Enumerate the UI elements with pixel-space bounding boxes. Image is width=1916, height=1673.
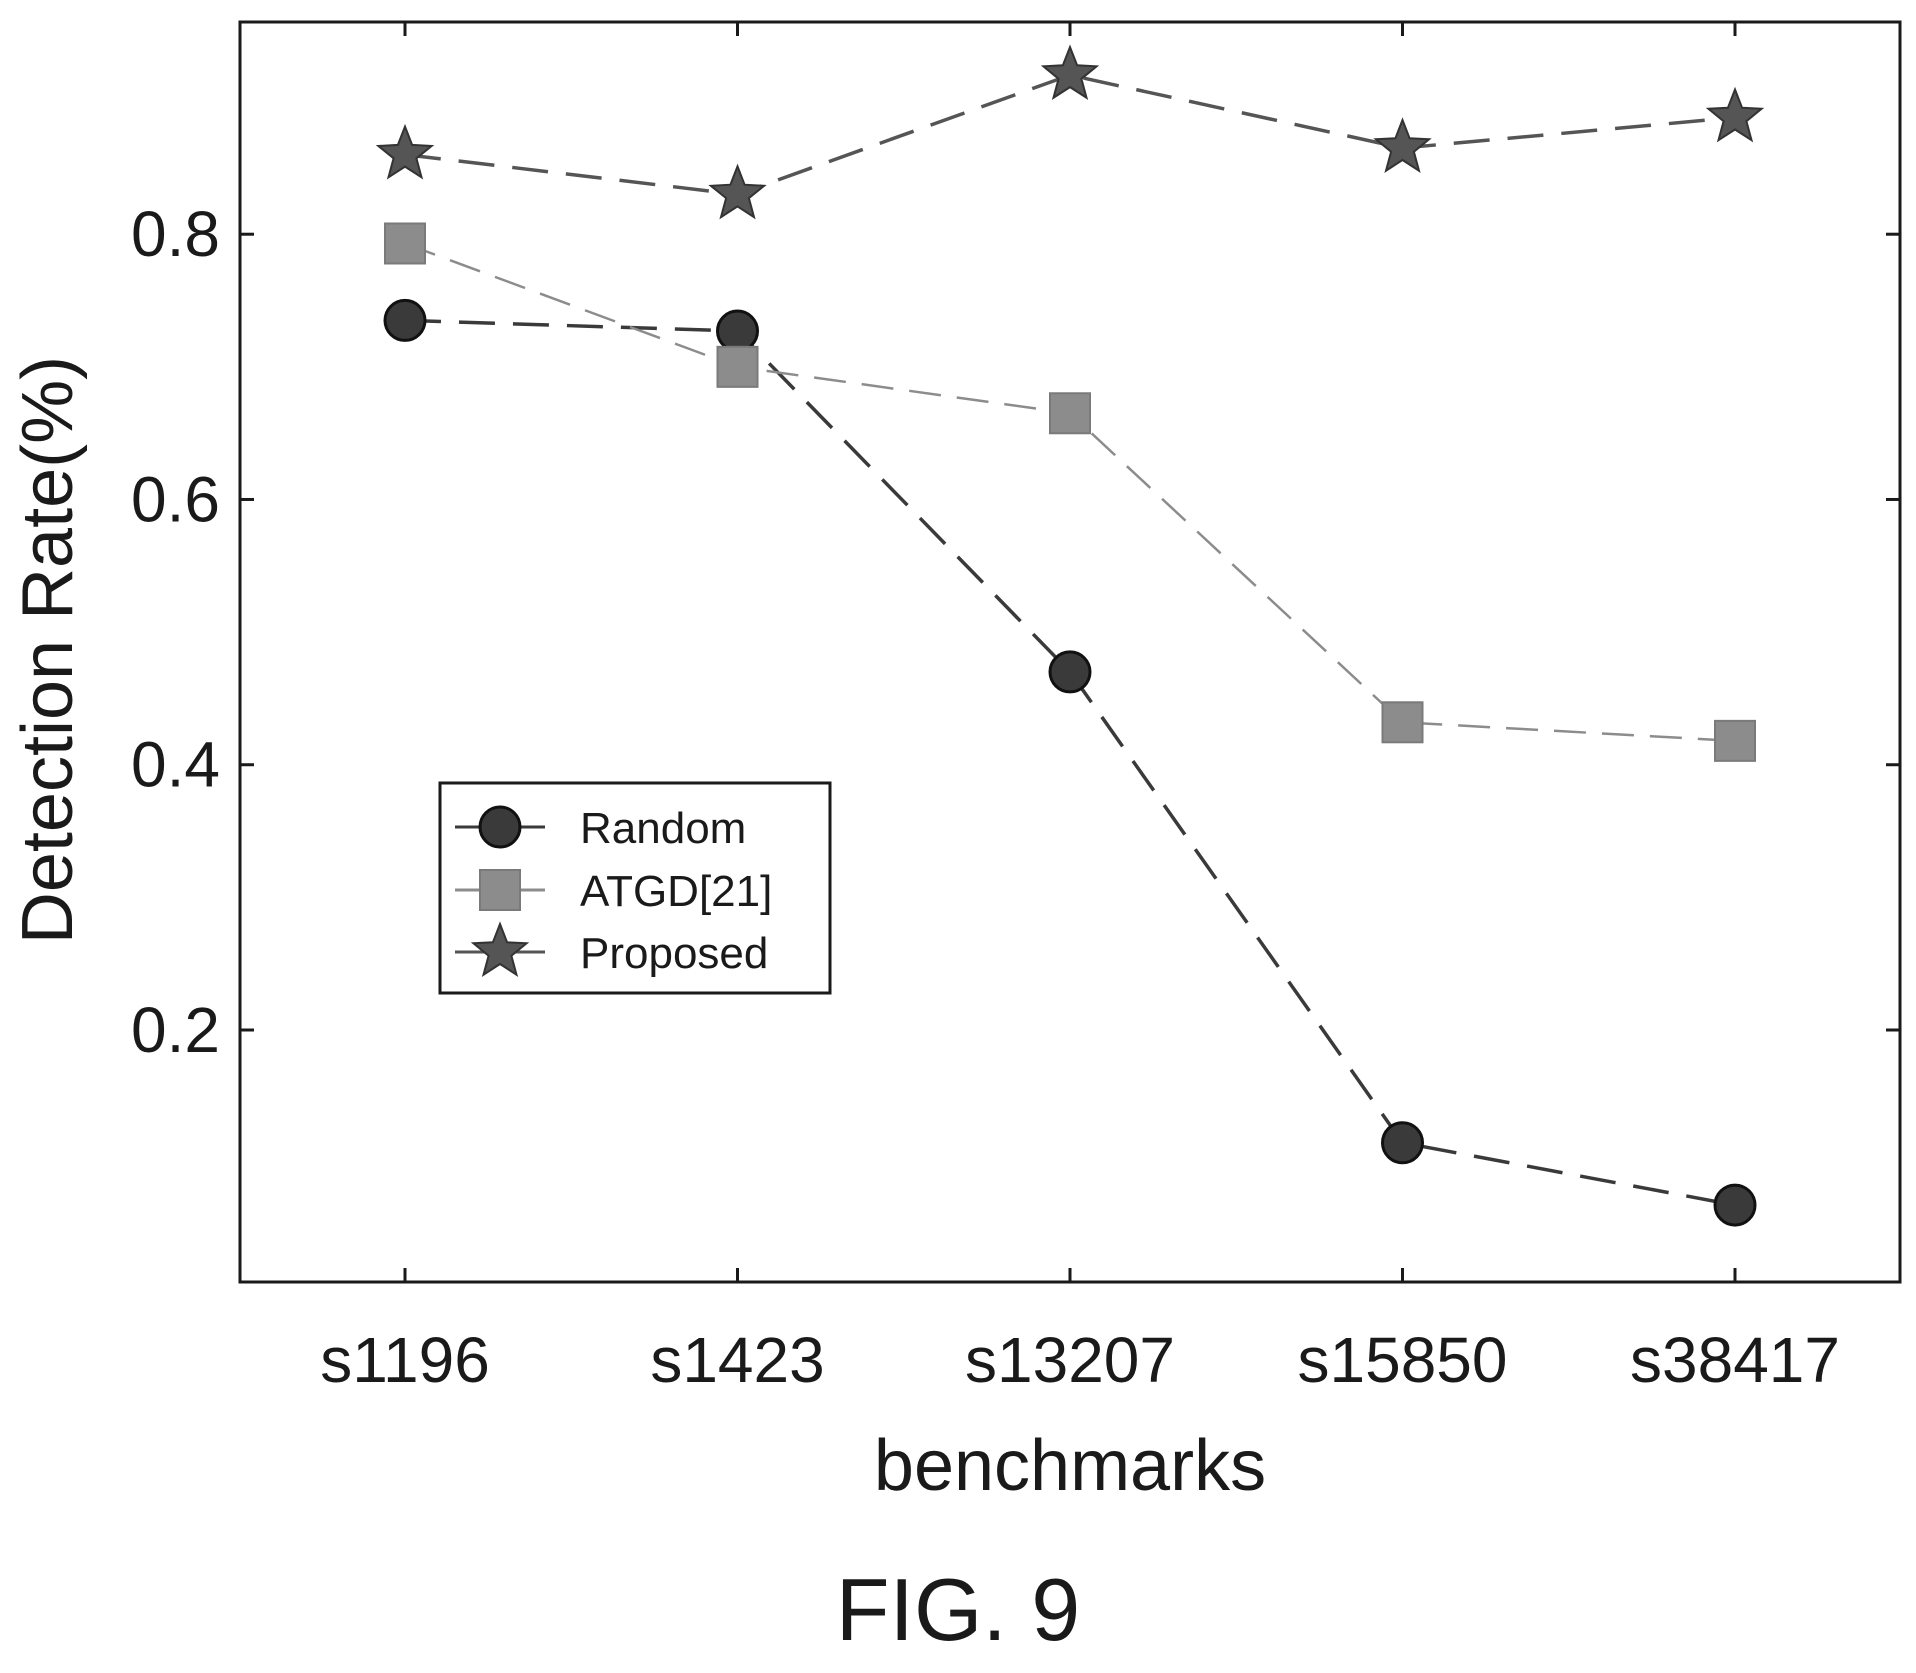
data-point-random (1713, 1183, 1757, 1227)
data-point-random (1048, 650, 1092, 694)
x-tick-label: s13207 (965, 1324, 1175, 1396)
data-point-random (383, 298, 427, 342)
y-tick-label: 0.8 (131, 198, 220, 270)
legend-label-random: Random (580, 804, 746, 853)
data-point-proposed (1040, 44, 1100, 100)
y-tick-label: 0.2 (131, 994, 220, 1066)
axes-layer: 0.2 0.4 0.6 0.8 s1196 s1423 s13207 s15850 s38417 (131, 20, 1902, 1396)
data-point-atgd-21 (716, 345, 759, 388)
legend-marker-random (478, 805, 522, 849)
legend-label-proposed: Proposed (580, 929, 768, 978)
data-point-atgd-21 (1714, 719, 1756, 762)
y-tick-label: 0.6 (131, 463, 220, 535)
legend-marker-atgd-21 (479, 869, 521, 911)
y-axis-title: Detection Rate(%) (8, 356, 88, 944)
x-tick-label: s38417 (1630, 1324, 1840, 1396)
x-axis-title: benchmarks (874, 1426, 1266, 1506)
figure-caption: FIG. 9 (836, 1560, 1081, 1659)
legend: Random ATGD[21] Proposed (438, 781, 832, 995)
x-tick-label: s1196 (320, 1324, 490, 1396)
data-point-random (1381, 1121, 1424, 1165)
series-line-proposed (404, 73, 1736, 197)
series-line-random (404, 318, 1736, 1207)
data-point-proposed (1373, 117, 1432, 173)
data-point-atgd-21 (1049, 392, 1091, 435)
legend-label-atgd-21: ATGD[21] (580, 867, 772, 916)
data-point-proposed (708, 163, 767, 220)
x-tick-label: s1423 (650, 1324, 824, 1396)
x-tick-label: s15850 (1298, 1324, 1508, 1396)
series-layer (375, 44, 1765, 1227)
data-point-random (716, 309, 759, 353)
data-point-proposed (1705, 86, 1765, 143)
legend-marker-proposed (470, 921, 530, 977)
y-tick-label: 0.4 (131, 729, 220, 801)
data-point-proposed (375, 123, 435, 180)
data-point-atgd-21 (1381, 701, 1424, 744)
data-point-atgd-21 (384, 222, 426, 265)
